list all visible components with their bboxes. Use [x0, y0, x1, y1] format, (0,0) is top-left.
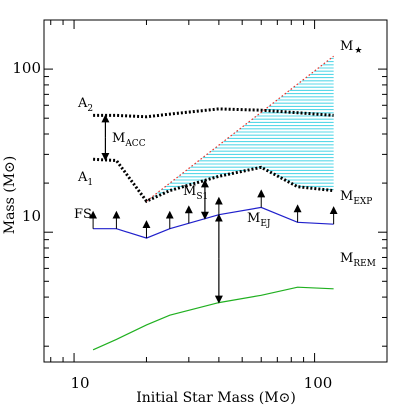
label-a2: A2 [77, 96, 93, 114]
label-mej: MEJ [247, 211, 271, 229]
plot-frame [43, 19, 388, 363]
series-line-a2 [93, 107, 334, 119]
shaded-region [146, 57, 334, 200]
x-tick-label-10: 10 [70, 374, 89, 392]
x-axis-label: Initial Star Mass (M⊙) [136, 390, 296, 406]
series-line-a1 [93, 157, 334, 204]
hatch-lines [146, 57, 334, 200]
label-mexp: MEXP [340, 189, 372, 207]
y-tick-label-100: 100 [12, 59, 41, 77]
label-mrem: MREM [340, 251, 376, 269]
series-lines [92, 55, 334, 351]
label-ms1: MS1 [183, 184, 208, 202]
label-fs: FS [74, 207, 92, 222]
y-axis-label: Mass (M⊙) [2, 156, 18, 235]
y-tick-label-10: 10 [22, 207, 41, 225]
arrow-annotations [89, 114, 338, 304]
label-mstar: M★ [340, 39, 362, 56]
x-tick-label-100: 100 [304, 374, 333, 392]
label-a1: A1 [77, 170, 93, 188]
series-line-m [146, 55, 334, 202]
axis-ticks [44, 19, 388, 362]
series-line-m-exp [93, 206, 334, 239]
label-macc: MACC [112, 131, 146, 149]
series-line-m-rem [92, 286, 334, 351]
